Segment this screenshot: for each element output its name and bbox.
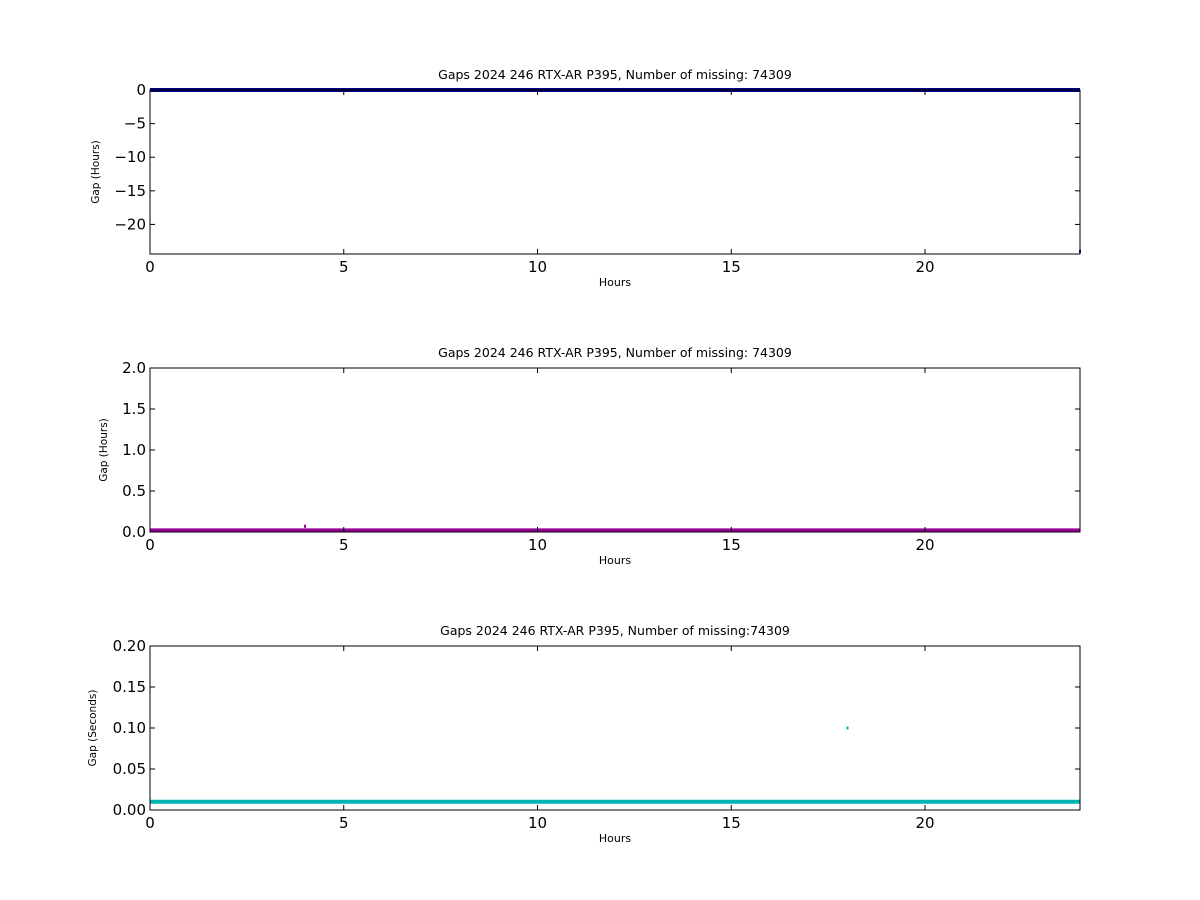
y-tick-label: −15 — [114, 182, 146, 200]
subplot-1: 0 5 10 15 20 0 −5 −10 −15 −20 Gaps 2024 246 RTX-AR… — [90, 67, 1081, 289]
y-axis-label: Gap (Hours) — [98, 418, 110, 482]
x-tick-label: 10 — [528, 814, 547, 832]
y-tick-label: −5 — [124, 115, 146, 133]
x-tick-label: 15 — [722, 258, 741, 276]
data-point — [304, 524, 306, 528]
x-tick-label: 20 — [915, 258, 934, 276]
y-tick-label: −10 — [114, 148, 146, 166]
axes-frame — [149, 645, 1081, 811]
y-tick-label: 0.5 — [122, 482, 146, 500]
data-point — [846, 726, 849, 730]
y-axis-label: Gap (Seconds) — [87, 690, 99, 767]
chart-title: Gaps 2024 246 RTX-AR P395, Number of mis… — [438, 345, 792, 360]
y-tick-label: −20 — [114, 215, 146, 233]
subplot-3: 0 5 10 15 20 0.00 0.05 0.10 0.15 0.20 Gaps 2024 24… — [87, 623, 1081, 845]
x-tick-label: 10 — [528, 258, 547, 276]
x-tick-label: 5 — [339, 814, 349, 832]
y-tick-label: 0.10 — [113, 719, 146, 737]
subplot-2: 0 5 10 15 20 0.0 0.5 1.0 1.5 2.0 Gaps 2024 246 RTX… — [98, 345, 1081, 567]
chart-title: Gaps 2024 246 RTX-AR P395, Number of mis… — [438, 67, 792, 82]
axes-frame — [149, 367, 1081, 533]
x-tick-label: 15 — [722, 536, 741, 554]
x-tick-label: 20 — [915, 814, 934, 832]
y-tick-label: 1.5 — [122, 400, 146, 418]
y-tick-label: 0.15 — [113, 678, 146, 696]
axes-frame — [149, 89, 1081, 255]
y-tick-label: 0.05 — [113, 760, 146, 778]
x-axis-label: Hours — [599, 554, 631, 567]
y-tick-label: 0.0 — [122, 523, 146, 541]
y-tick-label: 0.20 — [113, 637, 146, 655]
x-axis-label: Hours — [599, 832, 631, 845]
y-tick-label: 0.00 — [113, 801, 146, 819]
chart-title: Gaps 2024 246 RTX-AR P395, Number of mis… — [440, 623, 790, 638]
x-tick-label: 5 — [339, 258, 349, 276]
x-tick-label: 20 — [915, 536, 934, 554]
x-tick-label: 0 — [145, 258, 155, 276]
x-tick-label: 5 — [339, 536, 349, 554]
y-tick-label: 2.0 — [122, 359, 146, 377]
x-tick-label: 15 — [722, 814, 741, 832]
y-tick-label: 0 — [136, 81, 146, 99]
x-tick-label: 10 — [528, 536, 547, 554]
y-axis-label: Gap (Hours) — [90, 140, 102, 204]
x-tick-label: 0 — [145, 814, 155, 832]
y-tick-label: 1.0 — [122, 441, 146, 459]
x-axis-label: Hours — [599, 276, 631, 289]
x-tick-label: 0 — [145, 536, 155, 554]
